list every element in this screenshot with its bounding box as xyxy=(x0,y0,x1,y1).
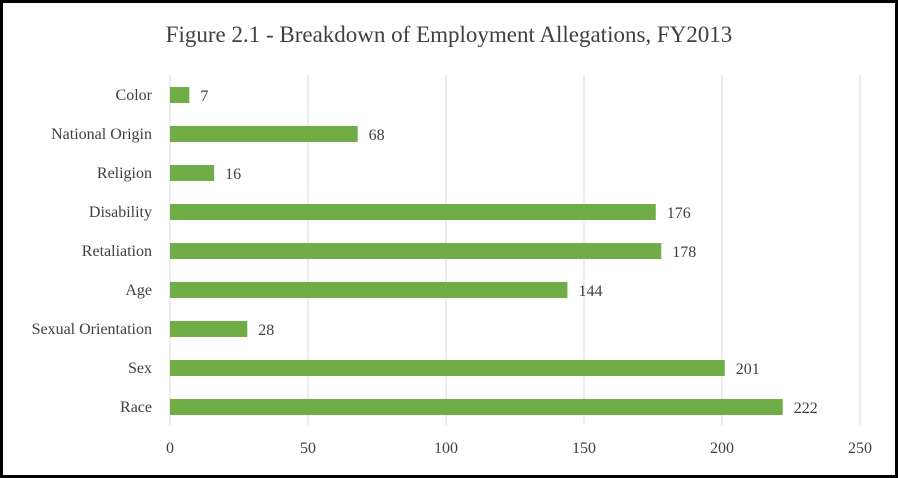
category-label: Color xyxy=(116,87,153,104)
data-label: 178 xyxy=(672,244,696,261)
x-tick-label: 50 xyxy=(300,440,316,457)
x-tick-label: 0 xyxy=(166,440,174,457)
category-label: Sex xyxy=(128,360,152,377)
data-label: 222 xyxy=(794,400,818,417)
category-label: Age xyxy=(125,282,152,299)
category-label: Religion xyxy=(97,165,152,182)
data-label: 176 xyxy=(667,205,691,222)
data-label: 16 xyxy=(225,166,241,183)
chart-title: Figure 2.1 - Breakdown of Employment All… xyxy=(165,22,733,47)
bar xyxy=(170,243,662,259)
category-label: National Origin xyxy=(51,126,152,143)
x-tick-label: 200 xyxy=(710,440,734,457)
data-label: 144 xyxy=(578,283,602,300)
bar xyxy=(170,165,215,181)
category-label: Sexual Orientation xyxy=(32,321,152,338)
bar xyxy=(170,321,248,337)
bar xyxy=(170,126,358,142)
data-label: 68 xyxy=(369,127,385,144)
data-label: 28 xyxy=(258,322,274,339)
data-label: 201 xyxy=(736,361,760,378)
x-tick-label: 250 xyxy=(848,440,872,457)
x-tick-label: 100 xyxy=(434,440,458,457)
data-label: 7 xyxy=(200,88,208,105)
bar xyxy=(170,87,190,103)
bar xyxy=(170,399,783,415)
bar xyxy=(170,360,725,376)
category-label: Disability xyxy=(89,204,152,221)
category-label: Retaliation xyxy=(82,243,152,260)
bar xyxy=(170,282,568,298)
x-tick-label: 150 xyxy=(572,440,596,457)
bar xyxy=(170,204,656,220)
category-label: Race xyxy=(120,399,152,416)
